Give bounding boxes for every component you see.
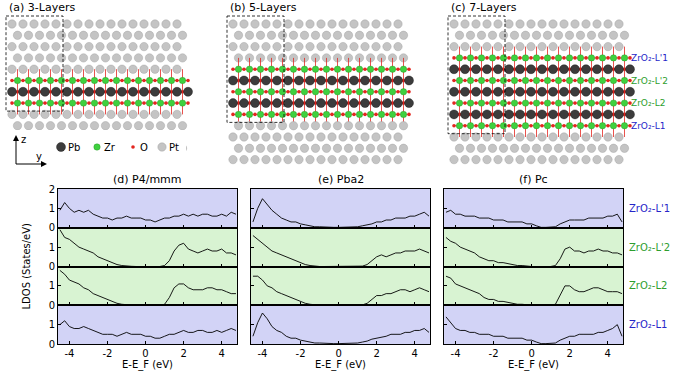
svg-text:Zr: Zr	[104, 142, 116, 153]
svg-text:0: 0	[49, 300, 55, 311]
svg-text:-4: -4	[257, 348, 267, 359]
svg-text:ZrO₂-L2: ZrO₂-L2	[631, 98, 666, 108]
svg-text:ZrO₂-L'2: ZrO₂-L'2	[629, 242, 670, 253]
svg-text:E-E_F (eV): E-E_F (eV)	[508, 359, 559, 371]
svg-text:z: z	[21, 134, 26, 145]
svg-text:-4: -4	[64, 348, 74, 359]
svg-text:(d) P4/mmm: (d) P4/mmm	[113, 173, 182, 186]
svg-text:(f) Pc: (f) Pc	[519, 173, 548, 186]
svg-text:Pb: Pb	[68, 142, 80, 153]
svg-text:0: 0	[49, 339, 55, 350]
svg-text:E-E_F (eV): E-E_F (eV)	[122, 359, 173, 371]
svg-text:1: 1	[49, 319, 55, 330]
svg-text:ZrO₂-L'2: ZrO₂-L'2	[631, 76, 668, 86]
svg-text:1: 1	[49, 242, 55, 253]
svg-text:y: y	[36, 151, 42, 162]
svg-text:Pt: Pt	[169, 142, 179, 153]
svg-text:4: 4	[412, 348, 418, 359]
svg-text:ZrO₂-L'1: ZrO₂-L'1	[631, 53, 668, 63]
svg-text:0: 0	[528, 348, 534, 359]
svg-text:(a) 3-Layers: (a) 3-Layers	[9, 1, 75, 14]
svg-text:O: O	[140, 142, 148, 153]
svg-text:-2: -2	[102, 348, 112, 359]
svg-text:0: 0	[49, 222, 55, 233]
svg-text:0: 0	[335, 348, 341, 359]
svg-text:2: 2	[373, 348, 379, 359]
svg-text:(c) 7-Layers: (c) 7-Layers	[451, 1, 517, 14]
svg-text:-4: -4	[451, 348, 461, 359]
svg-text:-2: -2	[489, 348, 499, 359]
svg-text:4: 4	[605, 348, 611, 359]
svg-text:2: 2	[49, 184, 55, 195]
svg-text:2: 2	[180, 348, 186, 359]
svg-text:2: 2	[567, 348, 573, 359]
svg-text:0: 0	[142, 348, 148, 359]
svg-text:LDOS (States/eV): LDOS (States/eV)	[21, 223, 32, 310]
svg-text:(e) Pba2: (e) Pba2	[318, 173, 364, 186]
svg-text:4: 4	[219, 348, 225, 359]
svg-text:1: 1	[49, 203, 55, 214]
svg-text:ZrO₂-L1: ZrO₂-L1	[629, 319, 667, 330]
svg-text:ZrO₂-L2: ZrO₂-L2	[629, 280, 667, 291]
svg-text:ZrO₂-L'1: ZrO₂-L'1	[629, 203, 670, 214]
svg-text:ZrO₂-L1: ZrO₂-L1	[631, 121, 666, 131]
svg-text:0: 0	[49, 261, 55, 272]
svg-text:1: 1	[49, 280, 55, 291]
svg-text:E-E_F (eV): E-E_F (eV)	[315, 359, 366, 371]
svg-text:-2: -2	[296, 348, 306, 359]
svg-text:(b) 5-Layers: (b) 5-Layers	[230, 1, 297, 14]
